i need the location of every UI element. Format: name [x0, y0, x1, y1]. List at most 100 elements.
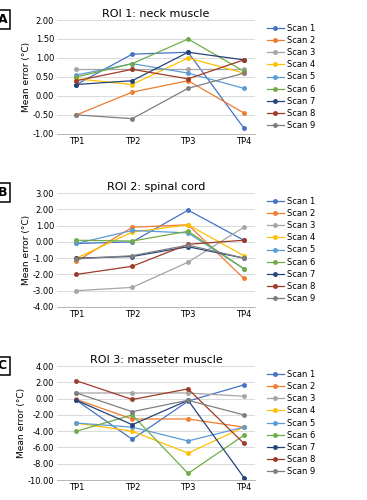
- Scan 2: [186, 416, 190, 422]
- Scan 4: [130, 82, 134, 87]
- Scan 8: [242, 57, 246, 63]
- Scan 5: [242, 424, 246, 430]
- Scan 3: [130, 284, 134, 290]
- Scan 4: [186, 55, 190, 61]
- Line: Scan 3: Scan 3: [75, 391, 246, 398]
- Line: Scan 5: Scan 5: [75, 228, 246, 270]
- Line: Scan 4: Scan 4: [75, 56, 246, 86]
- Scan 5: [186, 230, 190, 236]
- Scan 9: [74, 112, 79, 118]
- Scan 4: [130, 428, 134, 434]
- Scan 4: [242, 252, 246, 258]
- Scan 4: [242, 70, 246, 76]
- Line: Scan 7: Scan 7: [75, 245, 246, 260]
- Title: ROI 1: neck muscle: ROI 1: neck muscle: [102, 8, 210, 18]
- Scan 4: [74, 420, 79, 426]
- Scan 1: [242, 382, 246, 388]
- Text: C: C: [0, 360, 7, 372]
- Scan 2: [130, 416, 134, 422]
- Scan 3: [242, 224, 246, 230]
- Line: Scan 6: Scan 6: [75, 413, 246, 475]
- Line: Scan 1: Scan 1: [75, 383, 246, 441]
- Scan 6: [242, 432, 246, 438]
- Scan 7: [130, 254, 134, 260]
- Legend: Scan 1, Scan 2, Scan 3, Scan 4, Scan 5, Scan 6, Scan 7, Scan 8, Scan 9: Scan 1, Scan 2, Scan 3, Scan 4, Scan 5, …: [267, 24, 316, 130]
- Line: Scan 2: Scan 2: [75, 398, 246, 429]
- Y-axis label: Mean error (°C): Mean error (°C): [22, 215, 31, 285]
- Scan 3: [186, 390, 190, 396]
- Scan 5: [186, 438, 190, 444]
- Scan 6: [186, 36, 190, 42]
- Scan 7: [74, 82, 79, 87]
- Scan 3: [74, 390, 79, 396]
- Title: ROI 2: spinal cord: ROI 2: spinal cord: [107, 182, 205, 192]
- Scan 6: [74, 428, 79, 434]
- Scan 8: [74, 78, 79, 84]
- Scan 2: [130, 224, 134, 230]
- Scan 9: [242, 70, 246, 76]
- Scan 6: [74, 237, 79, 243]
- Scan 7: [186, 398, 190, 404]
- Scan 1: [242, 125, 246, 131]
- Scan 1: [130, 51, 134, 57]
- Line: Scan 1: Scan 1: [75, 208, 246, 245]
- Scan 2: [242, 424, 246, 430]
- Scan 9: [186, 86, 190, 91]
- Scan 7: [74, 398, 79, 404]
- Scan 5: [74, 72, 79, 78]
- Scan 2: [186, 78, 190, 84]
- Scan 1: [186, 50, 190, 56]
- Scan 7: [242, 474, 246, 480]
- Line: Scan 9: Scan 9: [75, 391, 246, 416]
- Scan 1: [186, 398, 190, 404]
- Scan 8: [130, 264, 134, 270]
- Scan 9: [130, 116, 134, 121]
- Scan 7: [242, 57, 246, 63]
- Scan 7: [74, 255, 79, 261]
- Scan 9: [186, 242, 190, 248]
- Scan 9: [242, 412, 246, 418]
- Scan 4: [74, 255, 79, 261]
- Scan 7: [130, 422, 134, 428]
- Scan 8: [242, 237, 246, 243]
- Line: Scan 7: Scan 7: [75, 398, 246, 479]
- Line: Scan 8: Scan 8: [75, 58, 246, 82]
- Scan 7: [186, 50, 190, 56]
- Scan 4: [186, 222, 190, 228]
- Scan 2: [74, 258, 79, 264]
- Line: Scan 9: Scan 9: [75, 72, 246, 120]
- Scan 4: [186, 450, 190, 456]
- Scan 1: [74, 82, 79, 87]
- Scan 2: [242, 110, 246, 116]
- Scan 6: [242, 266, 246, 272]
- Text: B: B: [0, 186, 7, 199]
- Scan 9: [186, 398, 190, 404]
- Scan 8: [186, 386, 190, 392]
- Scan 1: [74, 240, 79, 246]
- Scan 6: [186, 228, 190, 234]
- Scan 8: [130, 396, 134, 402]
- Line: Scan 5: Scan 5: [75, 62, 246, 90]
- Scan 9: [74, 390, 79, 396]
- Scan 2: [74, 112, 79, 118]
- Scan 3: [74, 288, 79, 294]
- Scan 9: [130, 252, 134, 258]
- Legend: Scan 1, Scan 2, Scan 3, Scan 4, Scan 5, Scan 6, Scan 7, Scan 8, Scan 9: Scan 1, Scan 2, Scan 3, Scan 4, Scan 5, …: [267, 370, 316, 476]
- Scan 6: [130, 238, 134, 244]
- Line: Scan 8: Scan 8: [75, 379, 246, 445]
- Line: Scan 7: Scan 7: [75, 50, 246, 86]
- Scan 5: [242, 86, 246, 91]
- Scan 3: [130, 390, 134, 396]
- Scan 2: [74, 396, 79, 402]
- Line: Scan 5: Scan 5: [75, 422, 246, 442]
- Scan 2: [130, 89, 134, 95]
- Scan 6: [186, 470, 190, 476]
- Scan 4: [130, 229, 134, 235]
- Legend: Scan 1, Scan 2, Scan 3, Scan 4, Scan 5, Scan 6, Scan 7, Scan 8, Scan 9: Scan 1, Scan 2, Scan 3, Scan 4, Scan 5, …: [267, 197, 316, 303]
- Line: Scan 6: Scan 6: [75, 230, 246, 270]
- Scan 8: [130, 66, 134, 72]
- Line: Scan 8: Scan 8: [75, 238, 246, 276]
- Line: Scan 3: Scan 3: [75, 226, 246, 292]
- Text: A: A: [0, 13, 7, 26]
- Line: Scan 2: Scan 2: [75, 79, 246, 116]
